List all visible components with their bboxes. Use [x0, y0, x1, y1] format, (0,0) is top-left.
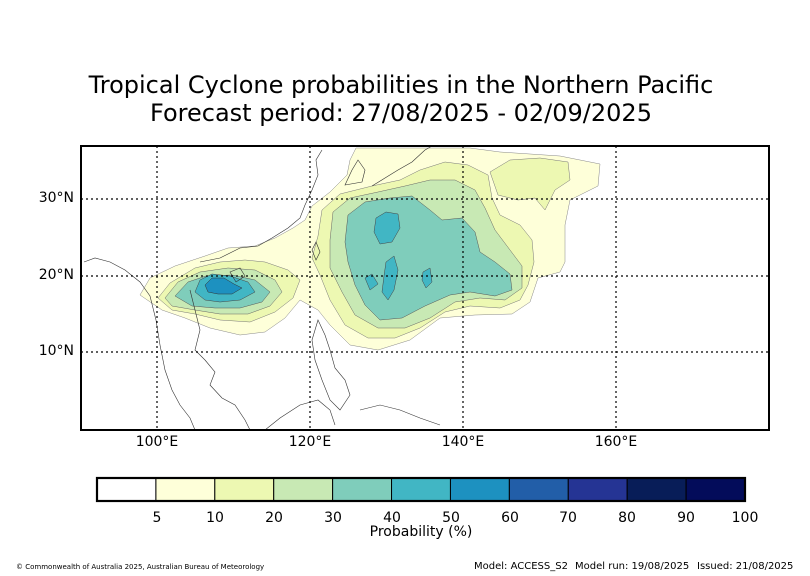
japan-coastline	[371, 146, 433, 187]
colorbar-label: Probability (%)	[369, 524, 473, 540]
new-guinea-coastline	[359, 404, 441, 426]
colorbar-tick: 50	[442, 510, 460, 526]
forecast-period: Forecast period: 27/08/2025 - 02/09/2025	[150, 99, 652, 127]
asia-coastline	[83, 257, 196, 430]
colorbar-swatch	[214, 477, 275, 502]
colorbar-tick: 70	[559, 510, 577, 526]
colorbar-frame	[95, 476, 747, 503]
colorbar-tick: 100	[731, 510, 759, 526]
chart-title: Tropical Cyclone probabilities in the No…	[88, 71, 714, 99]
taiwan-coastline	[311, 241, 321, 261]
colorbar-swatch	[685, 477, 746, 502]
map-frame	[80, 145, 770, 431]
colorbar	[96, 477, 746, 502]
contour-30	[174, 195, 513, 321]
colorbar-tick: 30	[324, 510, 342, 526]
colorbar-swatch	[567, 477, 628, 502]
colorbar-swatch	[449, 477, 510, 502]
model-name: Model: ACCESS_S2	[474, 561, 568, 572]
coastlines	[83, 146, 441, 430]
contour-40	[194, 211, 433, 303]
lon-label-120: 120°E	[288, 434, 332, 450]
colorbar-swatch	[626, 477, 687, 502]
colorbar-swatch	[96, 477, 157, 502]
colorbar-swatch	[508, 477, 569, 502]
model-run-date: Model run: 19/08/2025	[575, 561, 690, 572]
issued-date: Issued: 21/08/2025	[697, 561, 794, 572]
gridlines	[81, 146, 769, 430]
colorbar-tick: 60	[501, 510, 519, 526]
lon-label-140: 140°E	[441, 434, 485, 450]
korea-coastline	[344, 159, 366, 186]
colorbar-tick: 90	[677, 510, 695, 526]
colorbar-tick: 40	[383, 510, 401, 526]
colorbar-swatch	[391, 477, 451, 502]
colorbar-tick: 20	[265, 510, 283, 526]
lon-label-100: 100°E	[135, 434, 179, 450]
colorbar-swatch	[332, 477, 393, 502]
colorbar-swatch	[155, 477, 216, 502]
colorbar-tick: 80	[618, 510, 636, 526]
contour-50	[204, 277, 243, 295]
philippines-coastline	[311, 319, 351, 411]
lat-label-30: 30°N	[38, 190, 74, 206]
colorbar-tick: 5	[152, 510, 162, 526]
colorbar-swatch	[273, 477, 334, 502]
china-coastline	[199, 149, 323, 263]
indochina-coastline	[189, 289, 251, 430]
borneo-coastline	[264, 399, 336, 430]
copyright-notice: © Commonwealth of Australia 2025, Austra…	[16, 563, 265, 571]
lat-label-20: 20°N	[38, 267, 74, 283]
hainan-coastline	[229, 267, 246, 283]
probability-contours	[139, 147, 601, 351]
lon-label-160: 160°E	[594, 434, 638, 450]
colorbar-tick: 10	[206, 510, 224, 526]
lat-label-10: 10°N	[38, 343, 74, 359]
